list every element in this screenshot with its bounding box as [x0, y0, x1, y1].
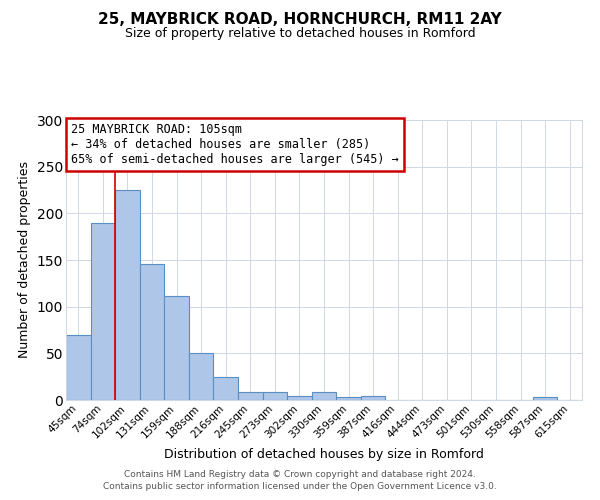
Bar — [312, 392, 336, 400]
Bar — [336, 397, 361, 400]
Text: Size of property relative to detached houses in Romford: Size of property relative to detached ho… — [125, 28, 475, 40]
Bar — [189, 354, 214, 400]
X-axis label: Distribution of detached houses by size in Romford: Distribution of detached houses by size … — [164, 448, 484, 461]
Bar — [164, 296, 189, 400]
Bar — [91, 222, 115, 400]
Bar — [287, 396, 312, 400]
Bar — [140, 264, 164, 400]
Text: Contains HM Land Registry data © Crown copyright and database right 2024.: Contains HM Land Registry data © Crown c… — [124, 470, 476, 479]
Bar — [115, 190, 140, 400]
Bar — [238, 392, 263, 400]
Bar — [214, 376, 238, 400]
Bar — [66, 334, 91, 400]
Bar — [263, 392, 287, 400]
Y-axis label: Number of detached properties: Number of detached properties — [18, 162, 31, 358]
Text: 25 MAYBRICK ROAD: 105sqm
← 34% of detached houses are smaller (285)
65% of semi-: 25 MAYBRICK ROAD: 105sqm ← 34% of detach… — [71, 123, 399, 166]
Bar — [361, 396, 385, 400]
Text: Contains public sector information licensed under the Open Government Licence v3: Contains public sector information licen… — [103, 482, 497, 491]
Text: 25, MAYBRICK ROAD, HORNCHURCH, RM11 2AY: 25, MAYBRICK ROAD, HORNCHURCH, RM11 2AY — [98, 12, 502, 28]
Bar — [533, 397, 557, 400]
